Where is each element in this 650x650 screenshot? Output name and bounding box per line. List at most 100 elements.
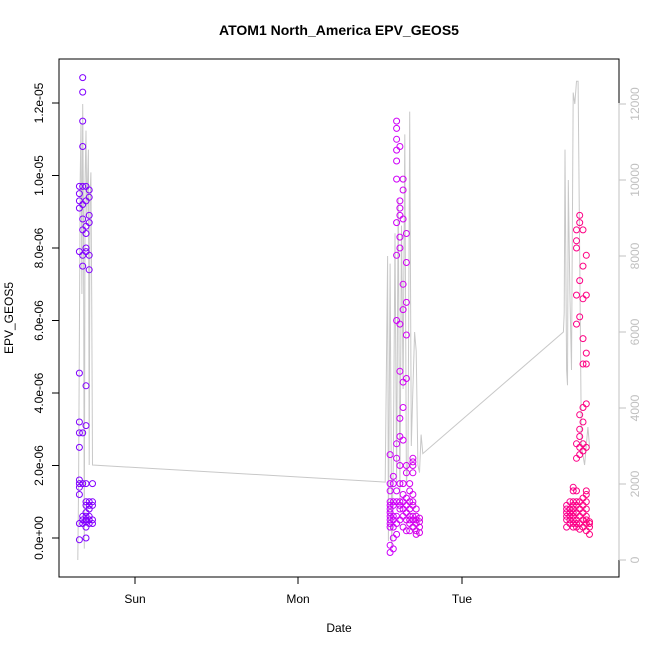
data-point	[75, 369, 83, 377]
data-point	[582, 487, 590, 495]
data-point	[79, 480, 87, 488]
data-point	[406, 487, 414, 495]
data-point	[75, 429, 83, 437]
data-point	[402, 331, 410, 339]
y-axis-left: 0.0e+00 2.0e-06 4.0e-06 6.0e-06 8.0e-06 …	[32, 82, 60, 560]
data-point	[396, 244, 404, 252]
data-point	[573, 226, 580, 234]
y2-tick-label-0: 0	[628, 556, 642, 563]
data-point	[396, 414, 404, 422]
y-tick-label-1: 2.0e-06	[32, 445, 46, 486]
data-point	[576, 411, 584, 419]
data-point	[576, 219, 584, 227]
data-point	[399, 404, 407, 411]
data-point	[386, 549, 394, 556]
data-point	[393, 124, 401, 132]
data-point	[402, 527, 410, 535]
data-point	[89, 520, 96, 527]
data-point	[573, 454, 580, 462]
data-point	[396, 480, 404, 488]
y2-tick-label-2: 4000	[628, 394, 642, 421]
data-point	[576, 211, 584, 219]
line-series-path	[77, 80, 590, 561]
data-point	[573, 244, 580, 252]
data-point	[75, 491, 83, 498]
data-point	[576, 313, 584, 321]
data-point	[573, 237, 580, 245]
data-point	[402, 230, 410, 237]
data-point	[399, 280, 407, 288]
data-point	[399, 306, 407, 314]
data-point	[393, 135, 401, 143]
data-point	[576, 505, 584, 513]
data-point	[579, 226, 587, 234]
data-point	[563, 501, 571, 509]
data-point	[402, 298, 410, 306]
data-point	[396, 197, 404, 205]
data-point	[393, 251, 401, 259]
y2-tick-label-1: 2000	[628, 470, 642, 497]
y2-tick-label-3: 6000	[628, 318, 642, 345]
data-point	[412, 516, 420, 524]
data-point	[75, 418, 83, 426]
data-point	[389, 472, 397, 480]
data-point	[393, 175, 401, 183]
data-point	[75, 480, 83, 488]
data-point	[399, 215, 407, 223]
y-axis-label: EPV_GEOS5	[2, 282, 16, 354]
x-axis: Sun Mon Tue	[124, 576, 472, 606]
data-point	[582, 251, 590, 259]
data-point	[85, 251, 93, 259]
data-point	[573, 498, 580, 506]
data-point	[389, 545, 397, 553]
data-point	[402, 509, 410, 517]
data-point	[393, 440, 401, 448]
data-point	[563, 523, 571, 531]
data-point	[402, 494, 410, 502]
data-point	[402, 501, 410, 509]
x-axis-label: Date	[326, 621, 352, 635]
data-point	[393, 487, 401, 495]
data-point	[579, 262, 587, 270]
data-point	[582, 527, 590, 535]
data-point	[399, 480, 407, 488]
data-point	[573, 520, 580, 527]
data-point	[579, 501, 587, 509]
data-point	[406, 505, 414, 513]
y-tick-label-2: 4.0e-06	[32, 372, 46, 413]
data-point	[396, 204, 404, 212]
data-point	[573, 291, 580, 299]
data-point	[85, 266, 93, 274]
data-point	[582, 400, 590, 408]
data-point	[576, 512, 584, 520]
data-point	[586, 523, 593, 531]
data-point	[389, 498, 397, 506]
data-point	[409, 469, 417, 477]
data-point	[409, 458, 417, 466]
data-point	[399, 491, 407, 498]
data-point	[409, 498, 417, 506]
data-point	[586, 530, 593, 538]
data-point	[396, 320, 404, 328]
data-point	[582, 443, 590, 451]
data-point	[393, 454, 401, 462]
data-point	[573, 440, 580, 448]
data-point	[75, 443, 83, 451]
x-tick-label-mon: Mon	[286, 592, 309, 606]
data-point	[393, 530, 401, 538]
data-point	[579, 494, 587, 502]
data-point	[569, 509, 577, 517]
data-point	[85, 193, 93, 201]
data-point	[396, 233, 404, 241]
data-point	[582, 498, 590, 506]
data-point	[389, 512, 397, 520]
data-point	[586, 518, 593, 526]
data-point	[579, 360, 587, 368]
data-point	[396, 516, 404, 524]
data-point	[82, 244, 90, 252]
data-point	[396, 498, 404, 506]
data-point	[402, 375, 410, 382]
data-point	[576, 433, 584, 440]
data-point	[416, 518, 423, 526]
